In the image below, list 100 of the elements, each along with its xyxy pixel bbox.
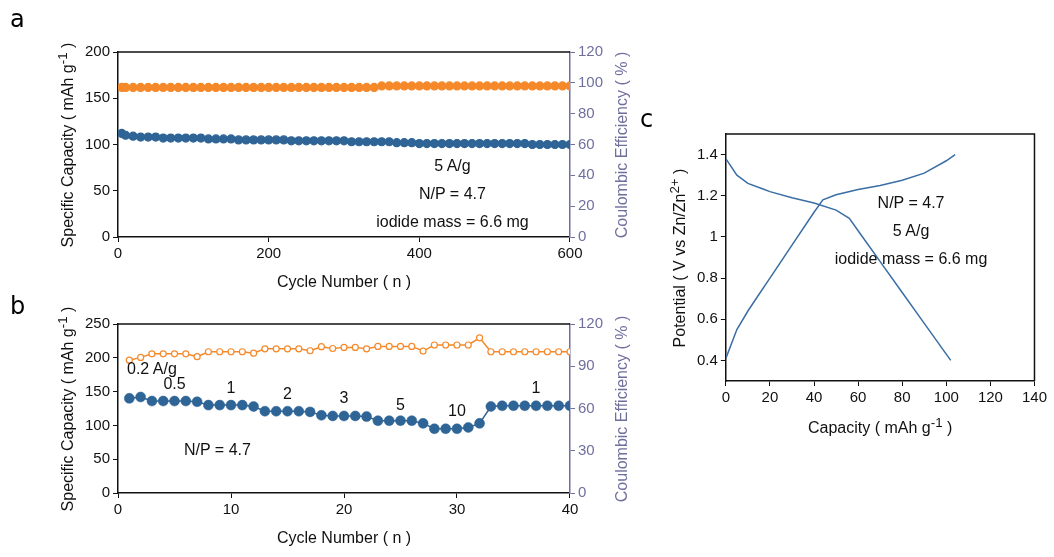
point	[509, 348, 518, 356]
y-tick-label: 100	[85, 134, 111, 152]
x-tick-label: 0	[113, 500, 123, 518]
annotation: 1	[531, 378, 541, 396]
point	[282, 405, 293, 417]
x-tick-label: 30	[448, 500, 466, 518]
point	[124, 393, 135, 404]
x-tick-label: 120	[977, 388, 1003, 406]
x-tick-label: 10	[222, 500, 240, 518]
x-tick-label: 20	[761, 388, 779, 406]
y2-axis-title: Coulombic Efficiency ( % )	[613, 51, 631, 238]
point	[157, 395, 169, 407]
point	[170, 350, 179, 358]
x-tick-label: 40	[561, 500, 579, 518]
x-tick-label: 100	[933, 388, 959, 406]
point	[475, 334, 484, 342]
point	[440, 423, 451, 435]
point	[203, 399, 214, 411]
point	[417, 418, 429, 429]
annotation: N/P = 4.7	[184, 441, 251, 459]
point	[259, 405, 271, 417]
y-tick-label: 0	[101, 483, 111, 501]
x-axis-title: Cycle Number ( n )	[276, 529, 412, 547]
annotation: iodide mass = 6.6 mg	[376, 213, 529, 231]
y-tick-label: 0	[101, 227, 111, 245]
y2-tick-label: 120	[577, 42, 603, 60]
point	[543, 348, 551, 356]
y2-tick-label: 100	[577, 72, 603, 90]
point	[395, 415, 406, 426]
point	[250, 349, 258, 357]
point	[327, 410, 338, 422]
point	[350, 410, 361, 422]
point	[261, 345, 269, 353]
annotation: 0.2 A/g	[127, 360, 177, 378]
y-tick-label: 1.4	[696, 144, 718, 162]
point	[532, 348, 540, 356]
point	[227, 348, 235, 356]
point	[169, 395, 180, 407]
y-tick-label: 0.6	[696, 309, 718, 327]
x-tick-label: 40	[805, 388, 823, 406]
x-tick-label: 20	[335, 500, 353, 518]
y2-axis-title: Coulombic Efficiency ( % )	[613, 315, 631, 502]
point	[193, 353, 201, 361]
point	[519, 400, 531, 412]
point	[283, 345, 292, 353]
point	[419, 347, 427, 355]
x-tick-label: 0	[113, 244, 123, 262]
y2-tick-label: 0	[577, 483, 587, 501]
y-tick-label: 200	[85, 347, 111, 365]
y-tick-label: 200	[85, 42, 111, 60]
point	[329, 344, 337, 353]
point	[555, 348, 563, 356]
y2-tick-label: 80	[577, 103, 595, 121]
y-tick-label: 1.2	[696, 185, 718, 203]
point	[237, 399, 248, 411]
point	[295, 345, 303, 353]
chart-title: a	[10, 5, 25, 33]
y2-tick-label: 0	[577, 227, 587, 245]
x-axis-title: Capacity ( mAh g$^{-1}$ )	[807, 414, 953, 438]
point	[146, 395, 158, 407]
point	[453, 341, 461, 349]
point	[304, 406, 316, 418]
point	[204, 348, 213, 356]
point	[306, 347, 314, 355]
point	[317, 343, 325, 351]
point	[406, 415, 418, 426]
point	[396, 342, 405, 350]
point	[293, 405, 305, 417]
y2-tick-label: 120	[577, 314, 603, 332]
y2-tick-label: 90	[577, 356, 595, 374]
annotation: N/P = 4.7	[877, 193, 945, 211]
annotation: 5 A/g	[434, 157, 471, 175]
point	[214, 399, 225, 411]
point	[430, 341, 438, 349]
point	[451, 423, 463, 435]
point	[383, 415, 395, 426]
point	[225, 399, 237, 411]
point	[385, 342, 393, 350]
y-tick-label: 50	[93, 180, 111, 198]
point	[180, 395, 192, 407]
point	[508, 400, 519, 412]
x-tick-label: 400	[406, 244, 432, 262]
annotation: 1	[226, 378, 236, 396]
point	[361, 411, 372, 422]
point	[148, 350, 156, 358]
x-tick-label: 60	[849, 388, 867, 406]
point	[542, 400, 553, 412]
point	[442, 341, 450, 349]
annotation: 10	[448, 402, 466, 420]
point	[135, 391, 146, 403]
y2-tick-label: 20	[577, 196, 595, 214]
point	[351, 343, 359, 351]
point	[374, 342, 382, 350]
point	[487, 348, 495, 356]
point	[159, 350, 167, 358]
point	[316, 410, 327, 421]
y-tick-label: 1	[709, 227, 718, 245]
annotation: N/P = 4.7	[419, 185, 486, 203]
point	[408, 342, 416, 350]
point	[248, 401, 259, 412]
